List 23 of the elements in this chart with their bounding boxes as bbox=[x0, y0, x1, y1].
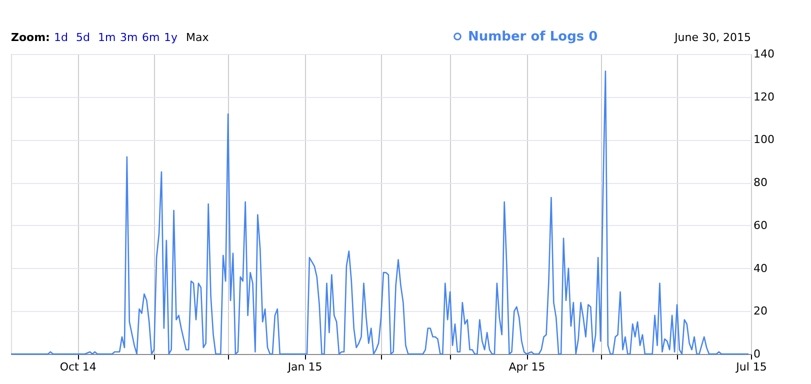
text: Zoom: bbox=[11, 31, 50, 44]
text: June 30, 2015 bbox=[674, 31, 751, 44]
x-tick-label: Apr 15 bbox=[508, 360, 546, 374]
y-tick-label: 40 bbox=[754, 262, 768, 275]
text: 1y bbox=[164, 31, 178, 44]
text: 3m bbox=[120, 31, 138, 44]
y-tick-label: 140 bbox=[754, 48, 774, 60]
x-tick-label: Jan 15 bbox=[286, 360, 322, 374]
y-tick-label: 0 bbox=[754, 348, 760, 360]
line-series bbox=[10, 70, 750, 355]
text: 1m bbox=[98, 31, 116, 44]
text: 5d bbox=[76, 31, 90, 44]
y-tick-label: 120 bbox=[754, 90, 774, 104]
text: 1d bbox=[54, 31, 68, 44]
text: 6m bbox=[142, 31, 160, 44]
text: Max bbox=[186, 31, 210, 44]
y-tick-label: 80 bbox=[754, 176, 768, 190]
y-tick-label: 100 bbox=[754, 133, 774, 146]
y-tick-label: 60 bbox=[754, 218, 768, 232]
y-tick-label: 20 bbox=[754, 304, 768, 318]
x-tick-label: Oct 14 bbox=[60, 360, 96, 374]
legend-label: Number of Logs 0 bbox=[468, 30, 598, 44]
x-tick-label: Jul 15 bbox=[735, 360, 767, 374]
